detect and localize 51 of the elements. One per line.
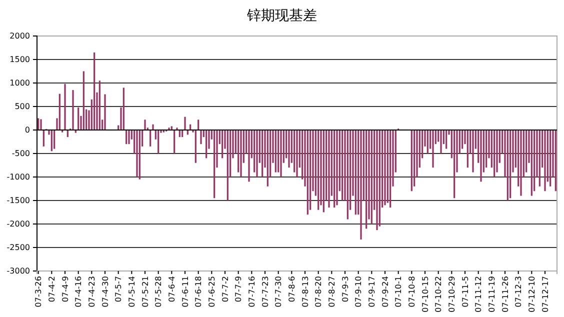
- x-tick-label: 07-8-13: [300, 276, 310, 308]
- y-tick-label: -3000: [6, 266, 30, 276]
- x-tick-label: 07-11-19: [487, 276, 496, 312]
- y-tick-label: -2000: [6, 220, 30, 229]
- x-tick-label: 07-4-30: [100, 276, 110, 308]
- x-tick-label: 07-4-2: [47, 276, 56, 302]
- x-tick-label: 07-9-10: [354, 276, 364, 308]
- y-tick-label: -1000: [6, 172, 30, 182]
- y-tick-label: -2500: [6, 243, 30, 252]
- x-tick-label: 07-7-9: [234, 276, 244, 302]
- y-tick-label: 500: [14, 102, 30, 112]
- x-tick-label: 07-9-24: [380, 276, 390, 308]
- chart-title: 锌期现基差: [246, 8, 317, 24]
- x-tick-label: 07-5-14: [127, 276, 136, 308]
- y-tick-label: 2000: [10, 32, 30, 41]
- x-tick-label: 07-6-25: [207, 276, 216, 308]
- x-tick-label: 07-9-17: [367, 276, 376, 308]
- x-tick-label: 07-10-15: [420, 276, 430, 312]
- x-tick-label: 07-11-26: [500, 276, 510, 312]
- x-tick-label: 07-8-6: [287, 276, 296, 302]
- x-tick-label: 07-7-2: [220, 276, 230, 302]
- x-tick-label: 07-9-3: [340, 276, 350, 302]
- x-tick-label: 07-5-21: [140, 276, 150, 308]
- x-tick-label: 07-12-10: [527, 276, 536, 312]
- x-tick-label: 07-11-12: [474, 276, 484, 312]
- x-tick-label: 07-10-29: [447, 276, 456, 312]
- x-tick-label: 07-6-11: [180, 276, 190, 308]
- x-tick-label: 07-7-23: [260, 276, 270, 308]
- x-tick-label: 07-7-16: [247, 276, 256, 308]
- y-tick-label: 1000: [10, 78, 30, 88]
- x-tick-label: 07-5-28: [154, 276, 164, 308]
- x-tick-label: 07-7-30: [274, 276, 284, 308]
- x-tick-label: 07-11-5: [460, 276, 470, 308]
- x-tick-label: 07-4-9: [60, 276, 70, 302]
- x-tick-label: 07-4-23: [87, 276, 96, 308]
- x-tick-label: 07-10-22: [434, 276, 444, 312]
- x-tick-label: 07-12-3: [514, 276, 524, 308]
- y-tick-label: -500: [12, 149, 30, 158]
- x-tick-label: 07-3-26: [34, 276, 44, 308]
- x-tick-label: 07-10-8: [407, 276, 416, 308]
- x-tick-label: 07-8-20: [314, 276, 324, 308]
- y-tick-label: -1500: [6, 196, 30, 206]
- x-tick-label: 07-4-16: [74, 276, 84, 308]
- x-tick-label: 07-12-17: [540, 276, 550, 312]
- x-tick-label: 07-10-1: [394, 276, 404, 308]
- x-tick-label: 07-6-4: [167, 276, 176, 302]
- x-tick-label: 07-8-27: [327, 276, 336, 308]
- y-tick-label: 1500: [10, 55, 30, 64]
- y-tick-label: 0: [24, 126, 30, 135]
- x-tick-label: 07-6-18: [194, 276, 204, 308]
- x-tick-label: 07-5-7: [114, 276, 124, 302]
